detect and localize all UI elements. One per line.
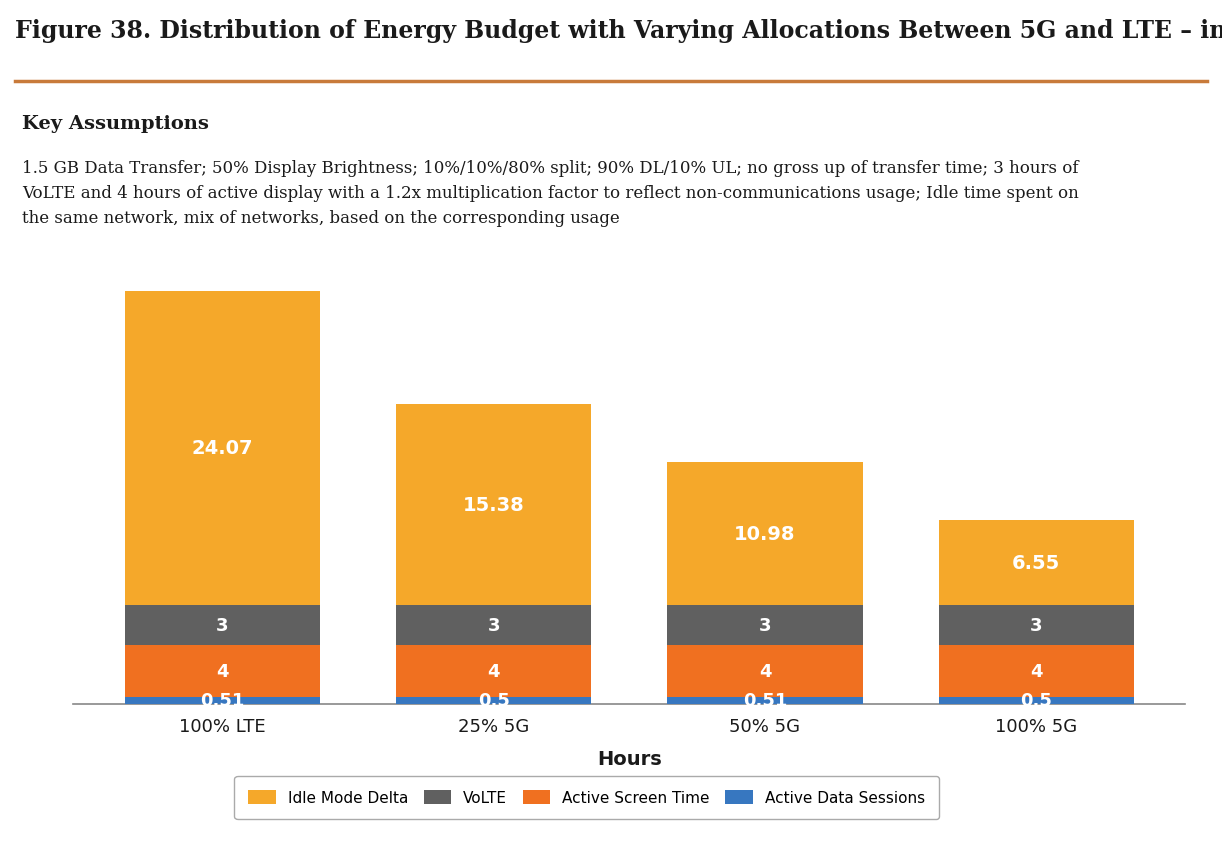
Bar [125,645,320,697]
Bar [938,520,1134,606]
Text: 10.98: 10.98 [734,525,796,543]
Bar [396,645,591,697]
Text: 1.5 GB Data Transfer; 50% Display Brightness; 10%/10%/80% split; 90% DL/10% UL; : 1.5 GB Data Transfer; 50% Display Bright… [22,160,1079,227]
Bar [125,291,320,606]
Text: 4: 4 [759,662,771,680]
Text: 6.55: 6.55 [1012,554,1061,572]
Bar [396,697,591,704]
Bar [938,645,1134,697]
Text: 24.07: 24.07 [192,439,253,458]
Bar [396,405,591,606]
Bar [125,606,320,645]
Text: 0.5: 0.5 [478,692,510,710]
Text: Key Assumptions: Key Assumptions [22,115,209,133]
X-axis label: Hours: Hours [598,750,661,769]
Text: 3: 3 [216,616,229,635]
Text: 0.51: 0.51 [743,692,787,710]
Text: 3: 3 [488,617,500,635]
Bar [667,462,863,606]
Text: Figure 38. Distribution of Energy Budget with Varying Allocations Between 5G and: Figure 38. Distribution of Energy Budget… [15,20,1222,44]
Text: 4: 4 [216,662,229,680]
Text: 4: 4 [1030,662,1042,680]
Bar [938,697,1134,704]
Bar [396,606,591,645]
Bar [667,697,863,704]
Text: 15.38: 15.38 [463,496,524,515]
Text: 3: 3 [1030,617,1042,635]
Bar [125,697,320,704]
Text: 0.5: 0.5 [1020,692,1052,710]
Bar [667,606,863,645]
Legend: Idle Mode Delta, VoLTE, Active Screen Time, Active Data Sessions: Idle Mode Delta, VoLTE, Active Screen Ti… [235,776,938,819]
Bar [667,645,863,697]
Text: 3: 3 [759,616,771,635]
Text: 4: 4 [488,662,500,680]
Text: 0.51: 0.51 [200,692,244,710]
Bar [938,606,1134,645]
